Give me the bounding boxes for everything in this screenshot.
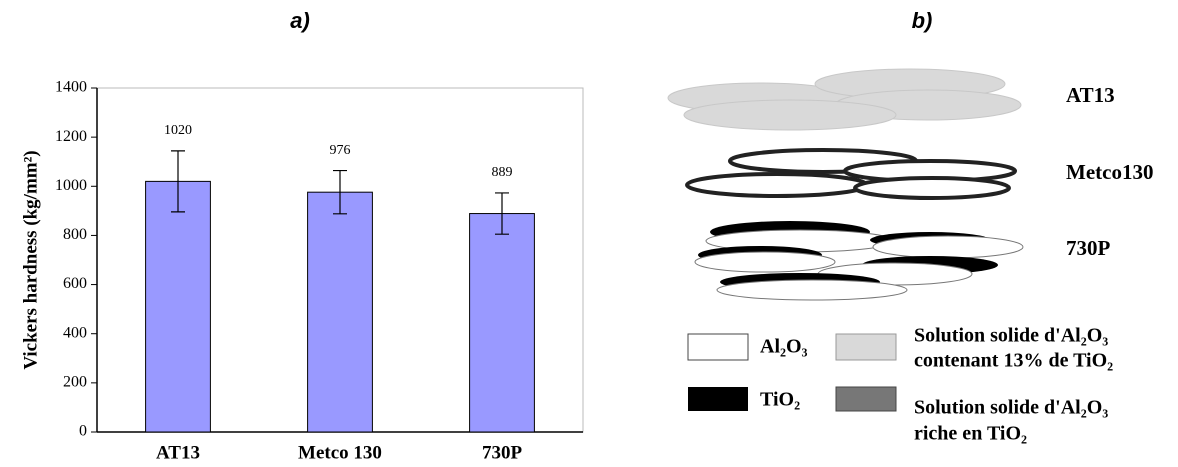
y-tick-label: 800 — [63, 226, 87, 243]
at13-splats — [667, 68, 1022, 131]
legend-label: Solution solide d'Al₂O₃ — [914, 397, 1108, 419]
legend-label: riche en TiO₂ — [914, 423, 1027, 445]
structure-label: 730P — [1066, 236, 1111, 260]
y-tick-label: 400 — [63, 324, 87, 341]
legend-label: Solution solide d'Al₂O₃ — [914, 325, 1108, 347]
bar — [145, 180, 211, 433]
splat — [872, 235, 1024, 259]
splat — [685, 172, 869, 198]
y-tick-label: 1000 — [55, 177, 87, 194]
error-bar — [333, 169, 347, 215]
y-tick-label: 0 — [79, 423, 87, 440]
y-tick-label: 200 — [63, 374, 87, 391]
structure-diagram: AT13 Metco130 730P Al₂O₃ Solution solide… — [667, 68, 1153, 445]
y-tick-label: 1200 — [55, 128, 87, 145]
legend-swatch — [835, 386, 897, 412]
splat — [694, 251, 836, 273]
data-label: 889 — [492, 165, 513, 180]
legend-label: Al₂O₃ — [760, 336, 808, 358]
splat — [853, 176, 1011, 200]
730p-splats — [694, 221, 1024, 301]
error-bar — [495, 192, 509, 235]
legend-swatch — [835, 333, 897, 361]
legend-swatch — [688, 387, 748, 411]
metco-splats — [685, 148, 1017, 200]
x-tick-label: AT13 — [156, 442, 200, 463]
bar — [469, 213, 535, 433]
legend-label: contenant 13% de TiO₂ — [914, 350, 1113, 372]
panel-label: a) — [290, 8, 310, 33]
y-tick-label: 1400 — [55, 79, 87, 96]
data-label: 976 — [330, 143, 351, 158]
y-tick-label: 600 — [63, 275, 87, 292]
data-label: 1020 — [164, 123, 192, 138]
structure-label: AT13 — [1066, 83, 1115, 107]
splat — [716, 279, 908, 301]
splat — [683, 99, 897, 131]
bar — [307, 191, 373, 433]
legend-swatch — [687, 333, 749, 361]
structure-label: Metco130 — [1066, 160, 1153, 184]
x-tick-label: Metco 130 — [298, 442, 382, 463]
x-tick-label: 730P — [482, 442, 523, 463]
y-axis-label: Vickers hardness (kg/mm²) — [20, 150, 41, 369]
legend-label: TiO₂ — [760, 389, 800, 411]
panel-label: b) — [912, 8, 933, 33]
error-bar — [171, 150, 185, 213]
